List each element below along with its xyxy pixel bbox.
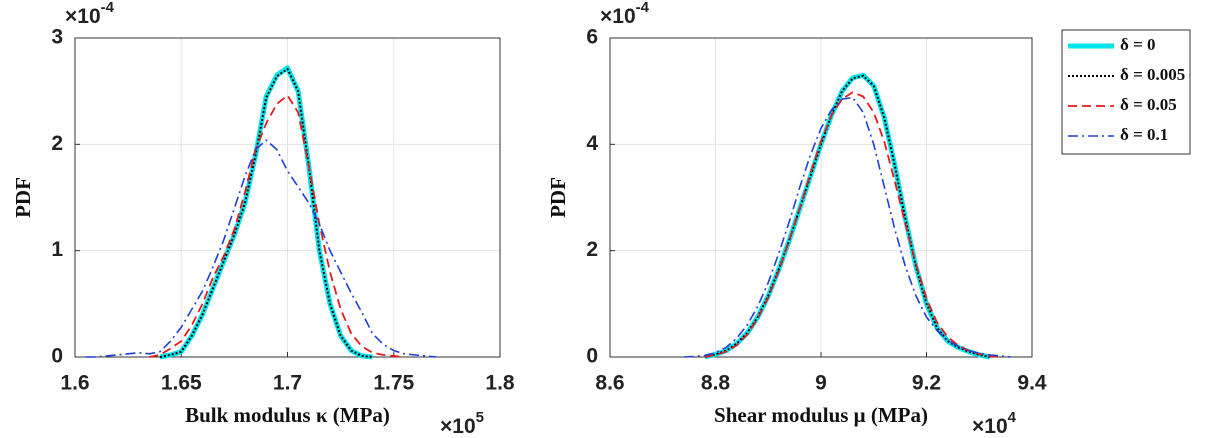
x-multiplier-base: ×10 [972, 415, 1008, 438]
y-tick-label: 0 [51, 345, 63, 368]
legend-label: δ = 0.005 [1120, 65, 1185, 84]
y-axis-label: PDF [11, 177, 35, 218]
y-tick-label: 6 [586, 26, 598, 49]
x-multiplier: ×104 [972, 409, 1017, 438]
x-axis-label: Shear modulus μ (MPa) [714, 403, 928, 427]
pdf-line [159, 67, 373, 358]
pdf-line [704, 91, 1001, 358]
legend-box [1061, 29, 1191, 155]
y-multiplier-exp: -4 [101, 0, 115, 16]
legend-label: δ = 0.05 [1120, 95, 1177, 114]
pdf-line [683, 96, 1011, 358]
y-multiplier-base: ×10 [65, 5, 101, 28]
x-tick-label: 8.8 [701, 372, 731, 395]
y-axis-label: PDF [546, 177, 570, 218]
x-tick-label: 9 [815, 372, 827, 395]
x-axis-label: Bulk modulus κ (MPa) [185, 403, 390, 427]
y-multiplier-exp: -4 [636, 0, 650, 16]
legend-label: δ = 0 [1120, 35, 1156, 54]
y-tick-label: 2 [51, 132, 63, 155]
x-tick-label: 1.7 [273, 372, 302, 395]
y-tick-label: 4 [586, 132, 598, 155]
x-multiplier-base: ×10 [440, 415, 476, 438]
x-multiplier-exp: 5 [476, 409, 484, 426]
axes-box [609, 37, 1033, 358]
y-tick-label: 3 [51, 26, 63, 49]
pdf-line [85, 139, 437, 358]
x-multiplier: ×105 [440, 409, 484, 438]
x-tick-label: 1.8 [485, 372, 515, 395]
x-multiplier-exp: 4 [1008, 409, 1017, 426]
x-tick-label: 1.75 [373, 372, 414, 395]
y-tick-label: 1 [51, 238, 63, 261]
y-tick-label: 2 [586, 238, 598, 261]
x-tick-label: 1.65 [161, 372, 202, 395]
x-tick-label: 9.4 [1017, 372, 1047, 395]
y-multiplier: ×10-4 [65, 0, 115, 28]
y-multiplier-base: ×10 [600, 5, 636, 28]
legend-label: δ = 0.1 [1120, 125, 1168, 144]
y-tick-label: 0 [586, 345, 598, 368]
x-tick-label: 1.6 [60, 372, 89, 395]
x-tick-label: 9.2 [912, 372, 941, 395]
axes-box [74, 37, 501, 358]
y-multiplier: ×10-4 [600, 0, 650, 28]
x-tick-label: 8.6 [595, 372, 624, 395]
